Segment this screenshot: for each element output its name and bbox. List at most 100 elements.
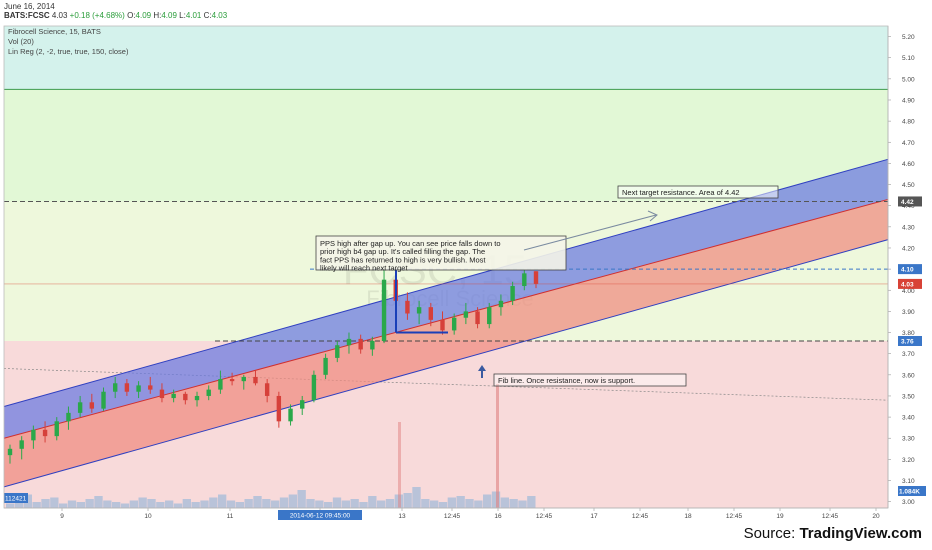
volume-bar — [67, 500, 77, 508]
candle-body — [66, 412, 71, 422]
candle-body — [498, 300, 504, 308]
candle-body — [264, 383, 270, 396]
volume-bar — [421, 499, 430, 508]
high-value: 4.09 — [161, 11, 177, 20]
candle-body — [533, 271, 539, 284]
candle-body — [381, 279, 387, 341]
candle-body — [7, 448, 13, 456]
volume-bar — [315, 500, 324, 508]
time-tick-label: 12:45 — [444, 513, 461, 520]
trend-dotted-line — [3, 368, 889, 401]
last-price: 4.03 — [51, 11, 68, 20]
price-tick-label: 5.20 — [902, 34, 915, 41]
candle-body — [218, 379, 223, 390]
volume-bar — [138, 497, 147, 508]
price-tag — [898, 196, 922, 207]
volume-bar — [191, 502, 200, 508]
price-tick-label: 4.80 — [902, 119, 915, 126]
candle-body — [510, 286, 515, 301]
gap-note-text: PPS high after gap up. You can see price… — [320, 239, 501, 248]
ohlc-readout: BATS:FCSC 4.03 +0.18 (+4.68%) O:4.09 H:4… — [4, 11, 227, 20]
volume-bar — [385, 499, 395, 508]
candle-body — [288, 408, 293, 422]
price-tick-label: 3.50 — [902, 393, 915, 400]
volume-bar — [218, 494, 227, 508]
high-label: H: — [153, 11, 162, 20]
price-tag-label: 4.03 — [901, 281, 914, 288]
time-axis[interactable]: 9 10 11 2014-06-12 09:45:00 13 12:45 16 12:45 17… — [3, 25, 889, 522]
price-tag-label: 3.76 — [901, 338, 914, 345]
volume-bar — [465, 499, 474, 508]
volume-bar — [226, 500, 236, 508]
time-tick-label: 12:45 — [822, 513, 839, 520]
chart-legend: Fibrocell Science, 15, BATS Vol (20) Lin… — [8, 27, 129, 56]
price-tag-label: 4.10 — [901, 267, 914, 274]
volume-bar — [112, 502, 121, 508]
candle-body — [440, 319, 445, 331]
volume-bar — [271, 500, 280, 508]
candle-body — [370, 340, 375, 350]
volume-bar — [32, 502, 41, 508]
symbol-header: June 16, 2014 BATS:FCSC 4.03 +0.18 (+4.6… — [0, 0, 932, 22]
volume-bar — [165, 500, 174, 508]
price-tick-label: 4.30 — [902, 224, 915, 231]
price-tick-label: 5.00 — [902, 76, 915, 83]
candle-body — [358, 338, 363, 350]
time-tick-label: 12:45 — [536, 513, 553, 520]
volume-bar — [332, 497, 342, 508]
horizontal-levels — [4, 200, 888, 342]
volume-bar — [262, 499, 271, 508]
candlesticks — [7, 269, 539, 464]
target-arrowhead — [647, 210, 658, 222]
time-tick-label: 19 — [776, 513, 784, 520]
volume-bar — [368, 496, 377, 508]
volume-bar — [447, 497, 456, 508]
volume-bar — [518, 500, 527, 508]
volume-bar — [474, 500, 483, 508]
channel-center-line — [3, 196, 897, 439]
chart-date: June 16, 2014 — [4, 2, 55, 11]
low-label: L: — [179, 11, 186, 20]
volume-bar — [438, 502, 448, 508]
volume-bars — [6, 384, 536, 508]
candle-body — [206, 389, 211, 396]
candle-body — [159, 389, 165, 399]
gap-note-box — [315, 235, 567, 271]
candle-body — [148, 385, 153, 390]
time-tick-label: 16 — [494, 513, 502, 520]
candle-body — [311, 374, 317, 401]
volume-bar — [147, 499, 156, 508]
volume-left-label: 112421 — [5, 496, 27, 503]
price-change: +0.18 (+4.68%) — [69, 11, 125, 20]
candle-body — [416, 307, 422, 314]
volume-bar — [527, 496, 536, 508]
volume-bar — [103, 500, 112, 508]
volume-bar — [244, 499, 253, 508]
volume-bar — [403, 493, 412, 508]
volume-bar — [253, 496, 262, 508]
candle-body — [19, 440, 24, 449]
channel-lower-line — [3, 236, 897, 488]
price-tick-label: 4.00 — [902, 288, 915, 295]
target-note-text: Next target resistance. Area of 4.42 — [622, 188, 740, 197]
time-tick-label: 9 — [60, 513, 64, 520]
volume-bar — [41, 499, 50, 508]
candle-body — [475, 311, 480, 325]
close-label: C: — [203, 11, 212, 20]
price-tick-label: 5.10 — [902, 55, 915, 62]
volume-bar — [6, 503, 15, 508]
price-tag — [898, 335, 922, 346]
annotations: PPS high after gap up. You can see price… — [315, 185, 779, 387]
price-chart[interactable]: FCSC, 15 Fibrocell Science PPS high afte… — [0, 22, 932, 522]
volume-bar — [235, 502, 244, 508]
volume-bar — [430, 500, 439, 508]
candle-body — [241, 376, 246, 382]
volume-bar — [456, 496, 465, 508]
time-tick-label: 12:45 — [632, 513, 649, 520]
volume-left-tag — [4, 493, 28, 503]
candle-body — [300, 400, 305, 409]
volume-bar — [341, 500, 350, 508]
legend-title: Fibrocell Science, 15, BATS — [8, 27, 101, 36]
price-tick-label: 4.20 — [902, 245, 915, 252]
source-credit: Source: TradingView.com — [744, 525, 922, 542]
